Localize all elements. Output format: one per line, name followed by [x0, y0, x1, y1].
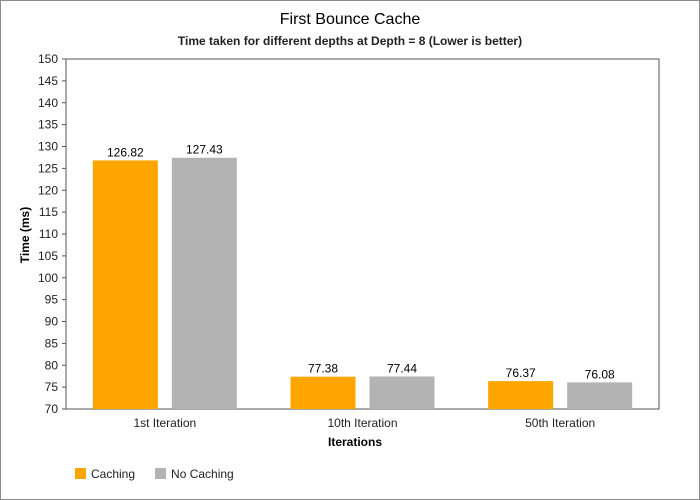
bar	[369, 376, 435, 409]
legend-swatch	[155, 468, 167, 479]
bar	[567, 382, 633, 409]
bar	[92, 160, 158, 409]
y-tick-label: 100	[38, 271, 58, 285]
x-axis-label: Iterations	[328, 435, 382, 449]
x-tick-label: 10th Iteration	[327, 416, 397, 430]
y-tick-label: 140	[38, 96, 58, 110]
y-tick-label: 75	[45, 380, 59, 394]
x-tick-label: 50th Iteration	[525, 416, 595, 430]
y-tick-label: 105	[38, 249, 58, 263]
y-tick-label: 85	[45, 336, 59, 350]
y-tick-label: 95	[45, 293, 59, 307]
bars-group: 126.82 127.43 77.38 77.44 76.37 76.08	[92, 143, 633, 409]
bar	[488, 381, 554, 409]
legend-swatch	[75, 468, 86, 479]
y-tick-label: 90	[45, 315, 59, 329]
chart-subtitle: Time taken for different depths at Depth…	[178, 34, 522, 48]
x-tick-label: 1st Iteration	[133, 416, 196, 430]
bar-value-label: 76.37	[506, 366, 536, 380]
y-axis: 70 75 80 85 90 95 100 105 110 115 120 125 130 135 140 1…	[38, 52, 66, 416]
bar-value-label: 77.44	[387, 361, 417, 375]
y-tick-label: 130	[38, 140, 58, 154]
y-tick-label: 115	[39, 205, 58, 219]
legend: Caching No Caching	[75, 467, 234, 481]
y-tick-label: 70	[45, 402, 59, 416]
y-tick-label: 125	[38, 161, 58, 175]
y-tick-label: 110	[39, 227, 58, 241]
bar	[290, 376, 356, 409]
chart-title: First Bounce Cache	[280, 11, 421, 28]
bar-value-label: 76.08	[585, 367, 615, 381]
y-tick-label: 80	[45, 358, 59, 372]
bar-value-label: 127.43	[186, 143, 223, 157]
legend-entry: No Caching	[171, 467, 234, 481]
legend-entry: Caching	[91, 467, 135, 481]
bar	[171, 157, 237, 409]
y-axis-label: Time (ms)	[18, 207, 32, 263]
x-axis: 1st Iteration 10th Iteration 50th Iteratio…	[133, 416, 595, 430]
bar-value-label: 77.38	[308, 362, 338, 376]
y-tick-label: 135	[38, 118, 58, 132]
bar-value-label: 126.82	[107, 145, 144, 159]
y-tick-label: 145	[38, 74, 58, 88]
y-tick-label: 150	[38, 52, 58, 66]
y-tick-label: 120	[38, 183, 58, 197]
